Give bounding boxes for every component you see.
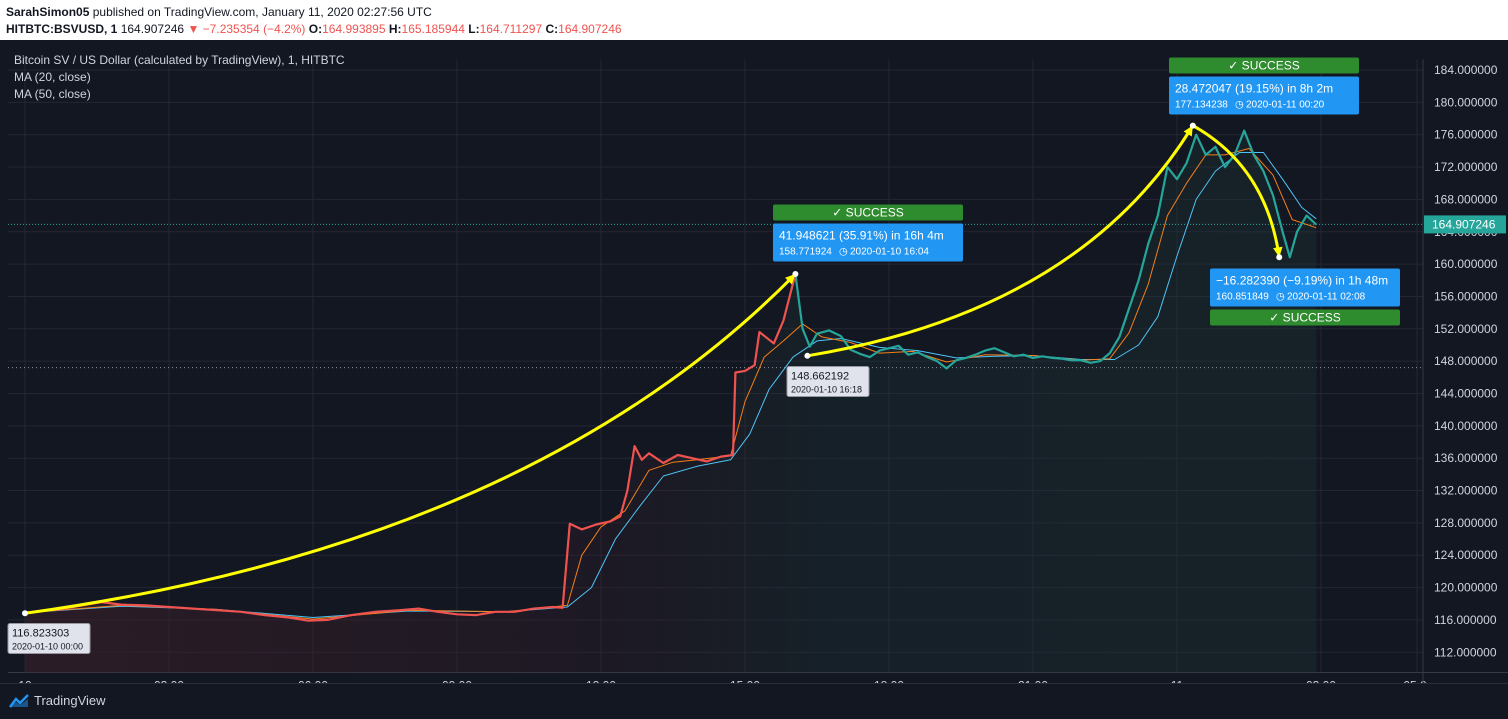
callout-price: 160.851849 (1216, 292, 1269, 303)
callout-box (1210, 268, 1400, 307)
yellow-arrow-2-head (1183, 125, 1193, 137)
clock-icon: ◷ (1276, 292, 1285, 303)
published-text: published on TradingView.com, January 11… (92, 5, 432, 19)
close-label: C: (545, 22, 559, 36)
price-chart[interactable]: 112.000000 116.000000 120.000000 124.000000… (0, 40, 1508, 718)
pivot-marker (22, 610, 28, 617)
point-label-price: 116.823303 (12, 628, 69, 640)
last-price-tag (1424, 215, 1506, 234)
high-label: H: (388, 22, 402, 36)
publish-line: SarahSimon05 published on TradingView.co… (6, 5, 432, 19)
y-tick-label: 140.000000 (1434, 419, 1498, 433)
publish-header: SarahSimon05 published on TradingView.co… (0, 0, 1508, 40)
success-text: ✓ SUCCESS (1269, 311, 1340, 325)
callout-box (1169, 76, 1359, 115)
y-tick-label: 116.000000 (1434, 613, 1497, 627)
pivot-point-label: 148.662192 2020-01-10 16:18 (786, 366, 870, 397)
y-tick-label: 156.000000 (1434, 289, 1498, 303)
callout-box (773, 223, 963, 262)
success-badge (773, 204, 963, 221)
y-tick-label: 180.000000 (1434, 95, 1498, 109)
yellow-arrow-3 (1192, 124, 1281, 258)
clock-icon: ◷ (1235, 100, 1244, 111)
start-point-label: 116.823303 2020-01-10 00:00 (7, 623, 91, 654)
yellow-arrow-2 (807, 124, 1195, 358)
y-tick-label: 112.000000 (1434, 645, 1497, 659)
success-text: ✓ SUCCESS (1228, 59, 1299, 73)
point-label-box (786, 366, 870, 397)
success-text: ✓ SUCCESS (832, 206, 903, 220)
point-label-time: 2020-01-10 00:00 (12, 642, 83, 652)
y-tick-label: 172.000000 (1434, 160, 1498, 174)
y-tick-label: 128.000000 (1434, 516, 1498, 530)
tradingview-logo-icon[interactable] (8, 693, 30, 709)
price-line-red (24, 273, 797, 622)
brand-label[interactable]: TradingView (34, 693, 106, 708)
point-label-box (7, 623, 91, 654)
open-value: 164.993895 (322, 22, 386, 36)
callout-time: 2020-01-11 00:20 (1246, 100, 1325, 111)
callout-time: 2020-01-10 16:04 (850, 247, 929, 258)
success-badge (1169, 57, 1359, 74)
yellow-arrow-1 (24, 272, 797, 615)
ohlc-line: HITBTC:BSVUSD, 1 164.907246 ▼ −7.235354 … (6, 22, 622, 36)
legend-title: Bitcoin SV / US Dollar (calculated by Tr… (14, 53, 345, 67)
author-name[interactable]: SarahSimon05 (6, 5, 90, 19)
y-tick-label: 152.000000 (1434, 322, 1498, 336)
y-tick-label: 160.000000 (1434, 257, 1498, 271)
legend-ma20[interactable]: MA (20, close) (14, 70, 91, 84)
clock-icon: ◷ (839, 247, 848, 258)
point-label-time: 2020-01-10 16:18 (791, 385, 862, 395)
y-tick-label: 136.000000 (1434, 451, 1498, 465)
low-label: L: (468, 22, 480, 36)
callout-2: ✓ SUCCESS 28.472047 (19.15%) in 8h 2m 177.… (1169, 57, 1359, 115)
y-tick-label: 124.000000 (1434, 548, 1498, 562)
callout-price: 158.771924 (779, 247, 832, 258)
symbol-label: HITBTC:BSVUSD, 1 (6, 22, 118, 36)
y-tick-label: 148.000000 (1434, 354, 1498, 368)
pivot-marker (1276, 254, 1283, 261)
callout-change: 41.948621 (35.91%) in 16h 4m (779, 229, 944, 243)
pivot-marker (792, 271, 799, 278)
y-tick-label: 144.000000 (1434, 386, 1498, 400)
pivot-marker (804, 352, 811, 359)
yellow-arrow-3-head (1273, 246, 1283, 258)
callout-price: 177.134238 (1175, 100, 1228, 111)
last-price-tag-text: 164.907246 (1432, 217, 1496, 231)
high-value: 165.185944 (401, 22, 465, 36)
callout-3: ✓ SUCCESS −16.282390 (−9.19%) in 1h 48m 16… (1210, 268, 1400, 326)
chart-legend: Bitcoin SV / US Dollar (calculated by Tr… (14, 52, 345, 103)
y-tick-label: 184.000000 (1434, 63, 1498, 77)
yellow-arrow-1-head (785, 274, 796, 285)
pivot-marker (1189, 122, 1196, 129)
callout-1: ✓ SUCCESS 41.948621 (35.91%) in 16h 4m 158… (773, 204, 963, 262)
legend-ma50[interactable]: MA (50, close) (14, 87, 91, 101)
y-tick-label: 132.000000 (1434, 484, 1498, 498)
callout-change: 28.472047 (19.15%) in 8h 2m (1175, 82, 1333, 96)
close-value: 164.907246 (558, 22, 622, 36)
price-area-fill (25, 130, 1317, 673)
callout-change: −16.282390 (−9.19%) in 1h 48m (1216, 274, 1388, 288)
down-triangle-icon: ▼ (187, 22, 200, 36)
price-change: −7.235354 (−4.2%) (202, 22, 306, 36)
open-label: O: (308, 22, 323, 36)
footer-bar: TradingView (0, 683, 1508, 719)
ma20-line (24, 148, 1317, 620)
y-tick-label: 168.000000 (1434, 192, 1498, 206)
last-price: 164.907246 (120, 22, 185, 36)
callout-time: 2020-01-11 02:08 (1287, 292, 1366, 303)
y-tick-label: 120.000000 (1434, 581, 1498, 595)
success-badge (1210, 309, 1400, 326)
y-tick-label: 176.000000 (1434, 128, 1498, 142)
point-label-price: 148.662192 (791, 371, 849, 383)
low-value: 164.711297 (479, 22, 543, 36)
